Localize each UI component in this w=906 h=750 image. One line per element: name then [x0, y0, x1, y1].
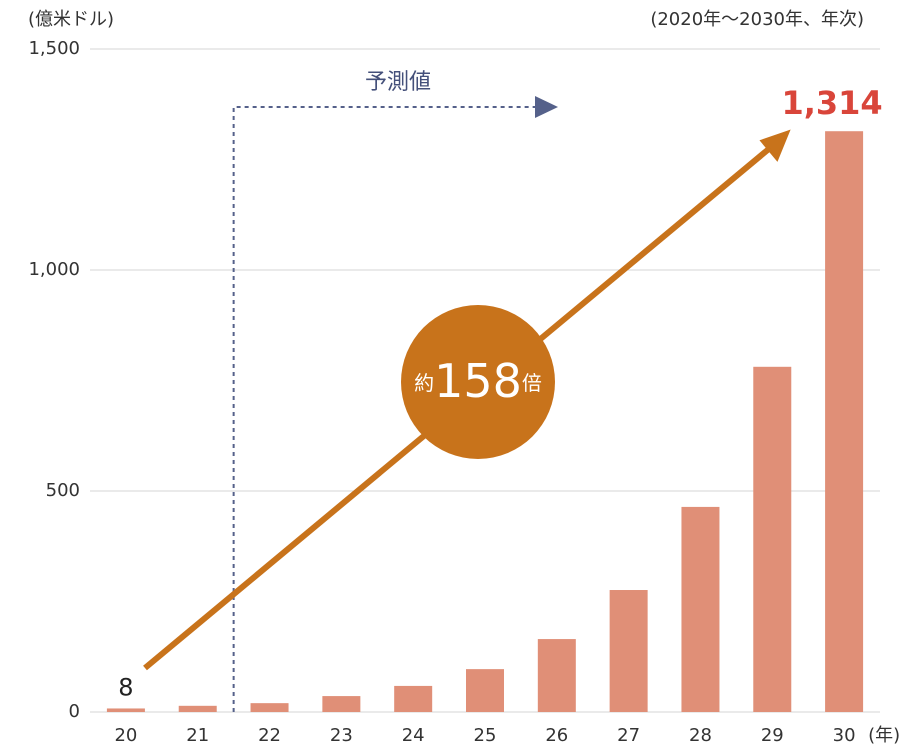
ratio-after: 倍 [522, 371, 542, 395]
x-tick-label: 28 [689, 725, 712, 746]
bar [250, 703, 289, 712]
bar [466, 669, 504, 712]
x-tick-label: 27 [617, 725, 640, 746]
ratio-annotation: 約158倍 [414, 354, 542, 408]
bar [825, 131, 864, 712]
bar [178, 705, 217, 712]
forecast-line [232, 106, 535, 712]
ratio-before: 約 [414, 371, 434, 395]
x-tick-label: 22 [258, 725, 281, 746]
x-tick-label: 24 [402, 725, 425, 746]
data-label: 1,314 [781, 84, 882, 122]
x-tick-label: 25 [474, 725, 497, 746]
bar [106, 708, 145, 712]
ratio-badge [401, 305, 555, 459]
bar [322, 696, 361, 712]
data-label: 8 [118, 673, 133, 701]
x-tick-label: 20 [114, 725, 137, 746]
forecast-arrowhead [535, 96, 558, 118]
x-unit: (年) [868, 725, 900, 746]
bar [609, 590, 648, 712]
x-tick-label: 29 [761, 725, 784, 746]
y-tick-label: 1,000 [28, 259, 80, 280]
y-tick-label: 500 [46, 480, 80, 501]
x-tick-label: 21 [186, 725, 209, 746]
y-tick-label: 1,500 [28, 38, 80, 59]
growth-arrowhead [759, 129, 791, 162]
x-tick-label: 30 [833, 725, 856, 746]
bar [753, 366, 792, 712]
y-tick-label: 0 [69, 701, 80, 722]
ratio-value: 158 [434, 354, 522, 408]
bar [537, 639, 576, 712]
forecast-label: 予測値 [365, 70, 431, 95]
x-tick-label: 23 [330, 725, 353, 746]
bar [394, 685, 433, 712]
unit-label: (億米ドル) [28, 9, 114, 30]
subtitle: (2020年～2030年、年次) [650, 9, 864, 30]
bar [681, 506, 720, 712]
x-tick-label: 26 [545, 725, 568, 746]
